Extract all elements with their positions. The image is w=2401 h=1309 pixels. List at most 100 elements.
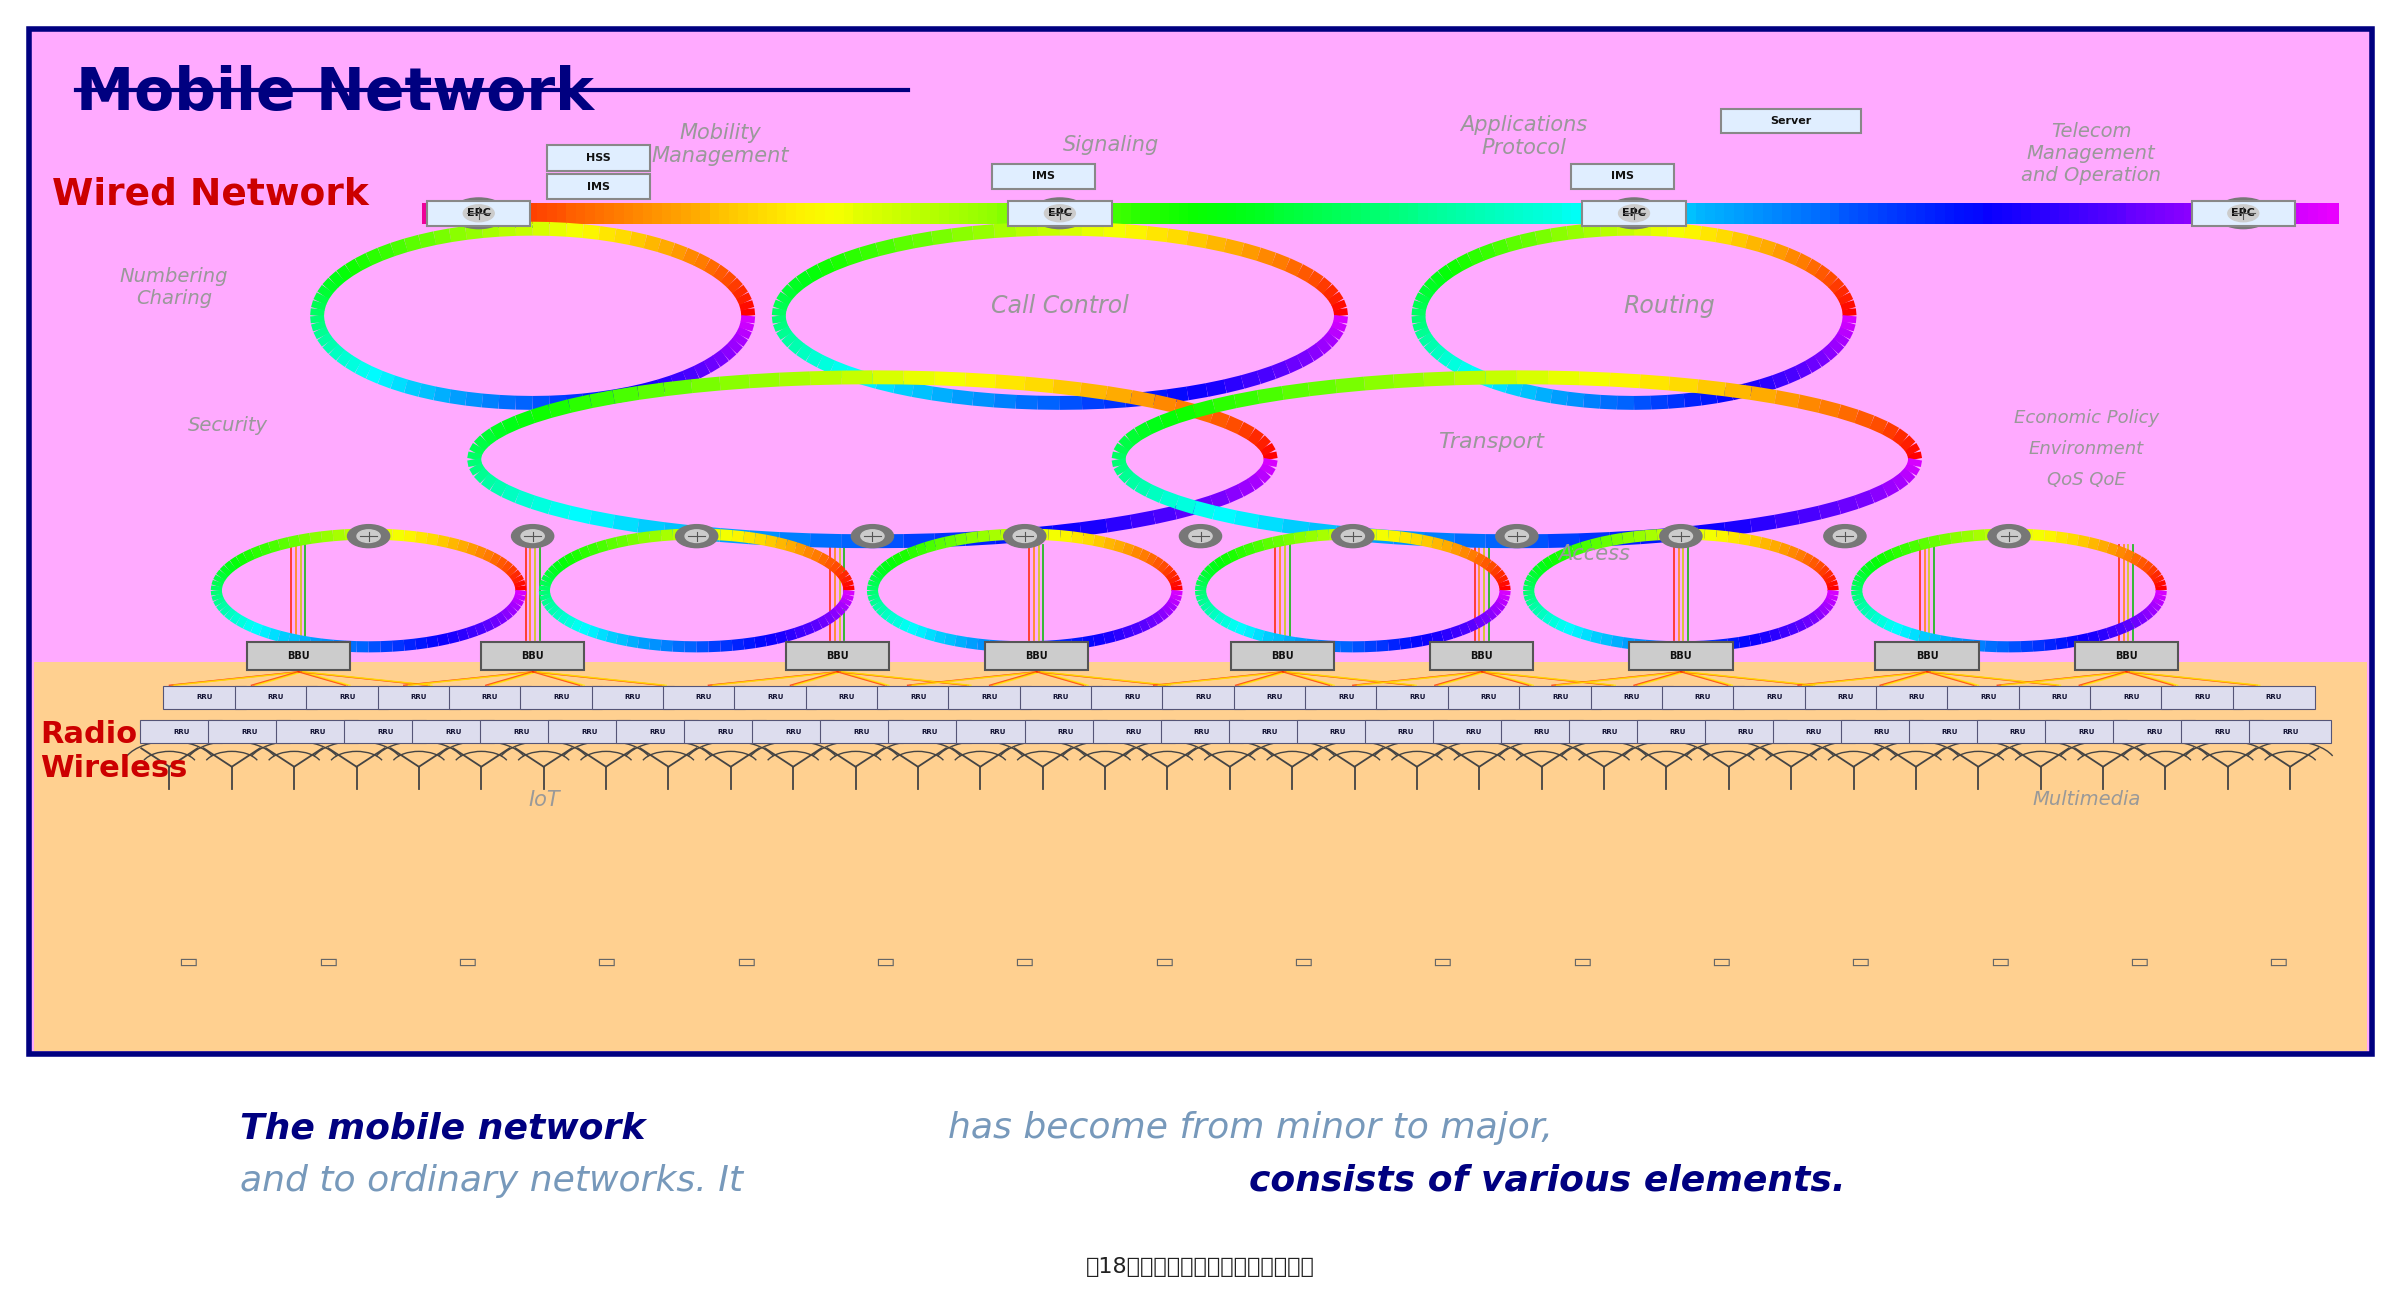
Bar <box>2250 203 2262 224</box>
Bar <box>672 203 684 224</box>
Text: Transport: Transport <box>1438 432 1544 452</box>
Bar <box>1849 203 1861 224</box>
Circle shape <box>1606 198 1661 229</box>
Text: ▭: ▭ <box>1013 952 1035 971</box>
Text: RRU: RRU <box>444 729 461 734</box>
Bar <box>759 203 768 224</box>
Text: RRU: RRU <box>173 729 190 734</box>
Text: RRU: RRU <box>1409 694 1426 700</box>
Text: IMS: IMS <box>586 182 610 191</box>
Text: IoT: IoT <box>528 789 559 809</box>
FancyBboxPatch shape <box>1020 686 1102 708</box>
Text: RRU: RRU <box>2146 729 2163 734</box>
Bar <box>1801 203 1813 224</box>
Bar <box>1522 203 1534 224</box>
Bar <box>1457 203 1469 224</box>
Bar <box>1016 203 1028 224</box>
Text: ▭: ▭ <box>178 952 197 971</box>
Bar <box>1477 203 1489 224</box>
Bar <box>2127 203 2139 224</box>
Text: BBU: BBU <box>1469 651 1493 661</box>
FancyBboxPatch shape <box>235 686 317 708</box>
Text: RRU: RRU <box>1465 729 1481 734</box>
Bar <box>2146 203 2158 224</box>
Text: RRU: RRU <box>2077 729 2094 734</box>
Bar <box>1313 203 1325 224</box>
Text: EPC: EPC <box>1623 208 1647 219</box>
Bar <box>2079 203 2091 224</box>
Text: ▭: ▭ <box>1155 952 1174 971</box>
Text: RRU: RRU <box>648 729 665 734</box>
Bar <box>1532 203 1544 224</box>
Text: RRU: RRU <box>1481 694 1498 700</box>
Bar <box>490 203 502 224</box>
Text: RRU: RRU <box>581 729 598 734</box>
Bar <box>1618 203 1630 224</box>
Text: RRU: RRU <box>552 694 569 700</box>
FancyBboxPatch shape <box>1976 720 2060 744</box>
Bar <box>1342 203 1354 224</box>
Bar <box>1169 203 1181 224</box>
Text: RRU: RRU <box>1397 729 1414 734</box>
FancyBboxPatch shape <box>752 720 836 744</box>
Bar <box>1448 203 1460 224</box>
FancyBboxPatch shape <box>591 686 675 708</box>
Bar <box>499 203 511 224</box>
Bar <box>824 203 836 224</box>
Bar <box>1762 203 1774 224</box>
Circle shape <box>1188 530 1213 542</box>
Text: RRU: RRU <box>1261 729 1277 734</box>
Bar <box>519 203 531 224</box>
Text: RRU: RRU <box>339 694 355 700</box>
Bar <box>2137 203 2149 224</box>
Circle shape <box>1004 525 1047 547</box>
Bar <box>1916 203 1928 224</box>
FancyBboxPatch shape <box>1306 686 1388 708</box>
Bar <box>1131 203 1143 224</box>
FancyBboxPatch shape <box>2074 641 2178 670</box>
Text: RRU: RRU <box>2281 729 2298 734</box>
Bar <box>1102 203 1114 224</box>
Bar <box>1637 203 1649 224</box>
Circle shape <box>1496 525 1539 547</box>
Bar <box>1188 203 1200 224</box>
Circle shape <box>1044 204 1076 221</box>
Bar <box>605 203 617 224</box>
FancyBboxPatch shape <box>617 720 699 744</box>
FancyBboxPatch shape <box>1734 686 1815 708</box>
FancyBboxPatch shape <box>1090 686 1174 708</box>
Bar <box>2156 203 2168 224</box>
Bar <box>1513 203 1525 224</box>
Text: RRU: RRU <box>1981 694 1998 700</box>
Circle shape <box>451 198 507 229</box>
Text: RRU: RRU <box>1942 729 1959 734</box>
Bar <box>749 203 761 224</box>
Bar <box>1686 203 1698 224</box>
Bar <box>1926 203 1938 224</box>
Text: RRU: RRU <box>1268 694 1282 700</box>
Bar <box>1121 203 1133 224</box>
Circle shape <box>1659 525 1702 547</box>
Bar <box>1073 203 1085 224</box>
Text: RRU: RRU <box>1695 694 1712 700</box>
Bar <box>1830 203 1842 224</box>
Circle shape <box>2228 204 2259 221</box>
Text: ▭: ▭ <box>1433 952 1453 971</box>
Bar <box>1390 203 1402 224</box>
Text: RRU: RRU <box>1337 694 1354 700</box>
FancyBboxPatch shape <box>377 686 459 708</box>
FancyBboxPatch shape <box>2192 200 2295 226</box>
Bar <box>1361 203 1373 224</box>
Text: RRU: RRU <box>1806 729 1822 734</box>
Bar <box>615 203 627 224</box>
Circle shape <box>1013 530 1037 542</box>
Bar <box>423 203 471 224</box>
Bar <box>1503 203 1515 224</box>
Text: 図18　移動通信ネットワークの構成: 図18 移動通信ネットワークの構成 <box>1085 1257 1316 1278</box>
FancyBboxPatch shape <box>521 686 603 708</box>
Text: ▭: ▭ <box>1712 952 1731 971</box>
Bar <box>1371 203 1383 224</box>
Text: Call Control: Call Control <box>992 293 1128 318</box>
Bar <box>881 203 893 224</box>
Circle shape <box>852 525 893 547</box>
